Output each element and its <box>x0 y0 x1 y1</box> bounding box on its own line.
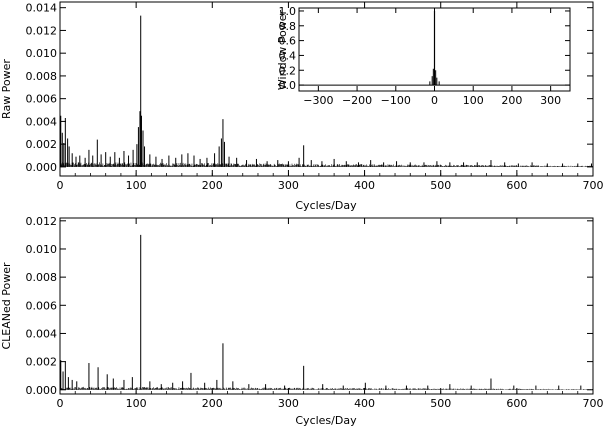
cleaned-power-series <box>60 234 594 390</box>
raw-y-tick-label: 0.012 <box>26 24 58 37</box>
raw-y-tick-label: 0.010 <box>26 47 58 60</box>
clean-y-axis-title: CLEANed Power <box>0 262 13 349</box>
inset-x-tick-label: 300 <box>540 94 561 107</box>
raw-x-tick-label: 500 <box>430 179 451 192</box>
clean-x-tick-label: 600 <box>506 397 527 410</box>
clean-plot-frame <box>59 217 594 395</box>
raw-x-tick-label: 700 <box>583 179 604 192</box>
raw-y-tick-label: 0.002 <box>26 138 58 151</box>
clean-x-tick-label: 700 <box>583 397 604 410</box>
clean-x-tick-label: 100 <box>126 397 147 410</box>
clean-axes: 0 100 200 300 400 500 600 700 0.000 0.002 0.004 0.0… <box>26 215 604 410</box>
raw-x-axis-title: Cycles/Day <box>295 199 357 212</box>
raw-x-tick-label: 200 <box>202 179 223 192</box>
raw-x-tick-label: 300 <box>278 179 299 192</box>
inset-x-tick-label: 0 <box>431 94 438 107</box>
clean-y-tick-label: 0.002 <box>26 356 58 369</box>
window-power-inset: −300 −200 −100 0 100 200 300 0.0 0.2 0.40.6 0.8 1.0… <box>276 5 571 107</box>
clean-y-tick-label: 0.012 <box>26 215 58 228</box>
raw-x-tick-label: 600 <box>506 179 527 192</box>
raw-x-tick-label: 400 <box>354 179 375 192</box>
raw-y-tick-label: 0.008 <box>26 70 58 83</box>
clean-y-tick-label: 0.000 <box>26 384 58 397</box>
raw-plot-frame <box>59 1 594 177</box>
inset-x-tick-label: −300 <box>303 94 333 107</box>
window-power-series <box>299 10 570 86</box>
clean-y-tick-label: 0.006 <box>26 299 58 312</box>
inset-y-tick-label: 0.2 <box>279 64 297 77</box>
clean-y-tick-label: 0.008 <box>26 271 58 284</box>
inset-y-tick-label: 0.0 <box>279 79 297 92</box>
clean-y-tick-label: 0.004 <box>26 327 58 340</box>
clean-x-tick-label: 400 <box>354 397 375 410</box>
raw-y-tick-label: 0.006 <box>26 93 58 106</box>
cleaned-power-panel: 0 100 200 300 400 500 600 700 0.000 0.002 0.004 0.0… <box>0 215 604 427</box>
raw-power-series <box>60 15 594 167</box>
inset-x-tick-label: −200 <box>342 94 372 107</box>
clean-x-tick-label: 300 <box>278 397 299 410</box>
raw-x-tick-label: 100 <box>126 179 147 192</box>
raw-y-tick-label: 0.004 <box>26 115 58 128</box>
inset-x-tick-label: −100 <box>381 94 411 107</box>
raw-y-tick-label: 0.000 <box>26 161 58 174</box>
raw-power-panel: 0 100 200 300 400 500 600 700 0.000 0.002 0.004 0.0… <box>0 1 604 212</box>
raw-axes: 0 100 200 300 400 500 600 700 0.000 0.002 0.004 0.0… <box>26 2 604 192</box>
clean-x-tick-label: 0 <box>57 397 64 410</box>
inset-y-tick-label: 0.8 <box>279 20 297 33</box>
inset-y-tick-label: 0.4 <box>279 49 297 62</box>
clean-x-tick-label: 500 <box>430 397 451 410</box>
inset-axes: −300 −200 −100 0 100 200 300 0.0 0.2 0.40.6 0.8 1.0 <box>279 5 570 107</box>
inset-y-axis-title: Window Power <box>276 9 289 90</box>
raw-y-tick-label: 0.014 <box>26 2 58 15</box>
raw-y-axis-title: Raw Power <box>0 59 13 119</box>
clean-x-axis-title: Cycles/Day <box>295 414 357 427</box>
inset-y-tick-label: 1.0 <box>279 5 297 18</box>
clean-x-tick-label: 200 <box>202 397 223 410</box>
raw-x-tick-label: 0 <box>57 179 64 192</box>
inset-y-tick-label: 0.6 <box>279 35 297 48</box>
inset-x-tick-label: 200 <box>501 94 522 107</box>
clean-y-tick-label: 0.010 <box>26 243 58 256</box>
inset-x-tick-label: 100 <box>463 94 484 107</box>
